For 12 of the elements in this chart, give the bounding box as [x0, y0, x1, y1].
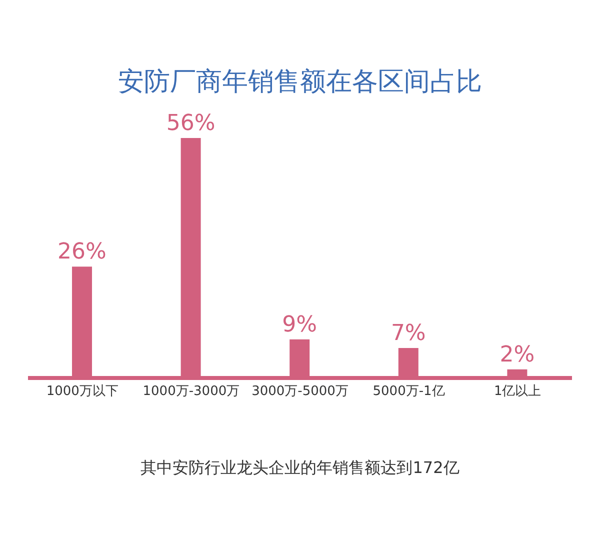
x-tick-label: 3000万-5000万 [252, 384, 348, 400]
data-label: 56% [166, 111, 216, 136]
data-label: 26% [58, 240, 106, 265]
data-label: 2% [500, 342, 535, 368]
text: 其中安防行业龙头企业的年销售额达到172亿 [140, 458, 460, 479]
data-label: 7% [390, 321, 426, 346]
x-tick-label: 1000万以下 [46, 384, 118, 400]
x-tick-label: 1000万-3000万 [142, 384, 240, 400]
x-tick-label: 1亿以上 [494, 384, 542, 400]
data-label: 9% [282, 312, 318, 338]
x-tick-label: 5000万-1亿 [372, 384, 445, 400]
chart-title: 安防厂商年销售额在各区间占比 [117, 66, 483, 97]
